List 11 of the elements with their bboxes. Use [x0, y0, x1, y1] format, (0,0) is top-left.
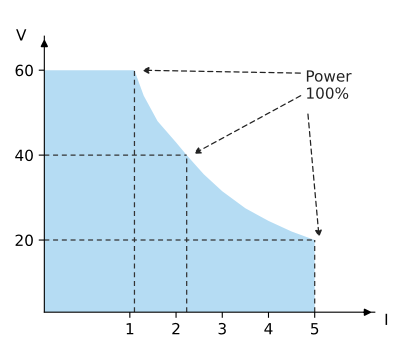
x-tick-label: 5 [311, 323, 318, 334]
y-tick-label: 40 [15, 150, 33, 162]
y-tick-label: 20 [16, 234, 33, 246]
x-axis-title: I [386, 314, 388, 325]
y-tick-label: 60 [16, 64, 33, 76]
x-tick-label: 3 [218, 322, 226, 334]
x-tick-label: 2 [172, 322, 180, 334]
annotation: Power 100% [306, 70, 352, 99]
x-tick-label: 4 [264, 323, 272, 334]
y-axis-title: V [16, 29, 26, 40]
x-tick-label: 1 [126, 323, 134, 334]
